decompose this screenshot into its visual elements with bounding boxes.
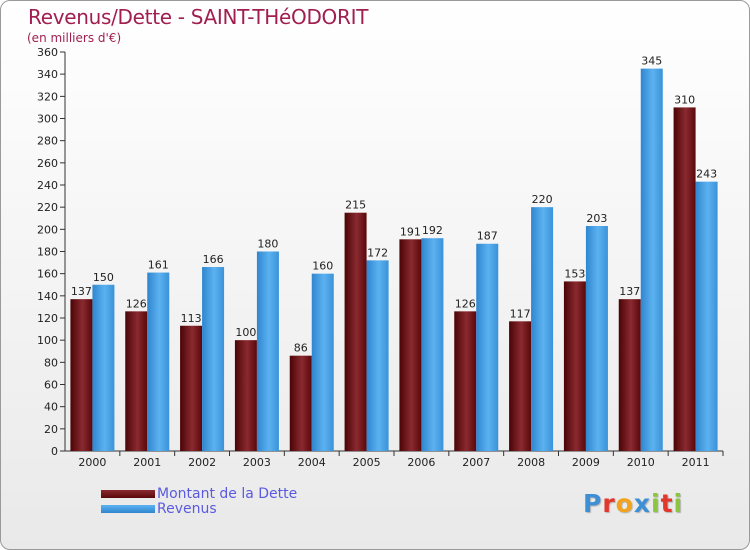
bar-revenus xyxy=(585,226,608,451)
legend-label-dette: Montant de la Dette xyxy=(157,486,298,502)
data-label-revenus: 161 xyxy=(148,259,169,272)
bar-dette xyxy=(673,107,696,452)
y-tick-label: 100 xyxy=(37,334,58,347)
bar-revenus xyxy=(366,260,389,451)
x-tick-label: 2003 xyxy=(243,456,271,469)
bar-revenus xyxy=(640,68,663,451)
bar-revenus xyxy=(421,238,444,451)
data-label-dette: 126 xyxy=(126,297,147,310)
y-tick-label: 180 xyxy=(37,246,58,259)
data-label-revenus: 203 xyxy=(586,212,607,225)
data-label-revenus: 180 xyxy=(257,238,278,251)
bar-dette xyxy=(563,281,586,451)
data-label-revenus: 160 xyxy=(312,260,333,273)
logo-letter: t xyxy=(660,489,674,518)
logo-letter: r xyxy=(602,489,616,518)
x-tick-label: 2010 xyxy=(627,456,655,469)
chart-title: Revenus/Dette - SAINT-THéODORIT xyxy=(28,5,369,29)
data-label-revenus: 166 xyxy=(203,253,224,266)
bar-dette xyxy=(234,340,257,451)
logo-letter: P xyxy=(583,489,603,518)
data-label-dette: 113 xyxy=(181,312,202,325)
y-tick-label: 80 xyxy=(44,356,58,369)
x-tick-label: 2005 xyxy=(353,456,381,469)
y-tick-label: 200 xyxy=(37,223,58,236)
data-label-dette: 86 xyxy=(294,342,308,355)
x-tick-label: 2002 xyxy=(188,456,216,469)
data-label-revenus: 187 xyxy=(477,230,498,243)
bar-revenus xyxy=(256,251,279,451)
data-label-dette: 117 xyxy=(510,307,531,320)
y-tick-label: 240 xyxy=(37,179,58,192)
x-tick-label: 2004 xyxy=(298,456,326,469)
data-label-dette: 137 xyxy=(619,285,640,298)
logo-letter: x xyxy=(633,489,651,518)
data-label-revenus: 345 xyxy=(641,55,662,68)
data-label-dette: 310 xyxy=(674,93,695,106)
bar-dette xyxy=(70,299,93,451)
y-tick-label: 300 xyxy=(37,113,58,126)
data-label-dette: 100 xyxy=(235,326,256,339)
logo-letter: o xyxy=(615,489,634,518)
x-tick-label: 2009 xyxy=(572,456,600,469)
data-label-dette: 191 xyxy=(400,225,421,238)
y-tick-label: 260 xyxy=(37,157,58,170)
logo-letter: i xyxy=(651,489,661,518)
y-tick-label: 340 xyxy=(37,68,58,81)
data-label-dette: 215 xyxy=(345,199,366,212)
data-label-revenus: 172 xyxy=(367,246,388,259)
legend-swatch-dette xyxy=(101,490,155,498)
bar-dette xyxy=(289,355,312,451)
proxiti-logo: Proxiti xyxy=(583,489,683,518)
y-tick-label: 60 xyxy=(44,379,58,392)
y-tick-label: 160 xyxy=(37,268,58,281)
y-tick-label: 280 xyxy=(37,135,58,148)
data-label-revenus: 192 xyxy=(422,224,443,237)
data-label-revenus: 220 xyxy=(532,193,553,206)
y-tick-label: 40 xyxy=(44,401,58,414)
y-tick-label: 360 xyxy=(37,46,58,59)
data-label-dette: 137 xyxy=(71,285,92,298)
y-tick-label: 220 xyxy=(37,201,58,214)
bar-dette xyxy=(399,239,422,451)
bar-dette xyxy=(344,212,367,451)
y-tick-label: 140 xyxy=(37,290,58,303)
y-tick-label: 0 xyxy=(51,445,58,458)
data-label-revenus: 243 xyxy=(696,168,717,181)
y-tick-label: 120 xyxy=(37,312,58,325)
bar-dette xyxy=(509,321,532,451)
y-tick-label: 20 xyxy=(44,423,58,436)
bar-dette xyxy=(454,311,477,451)
bar-dette xyxy=(125,311,148,451)
data-label-dette: 153 xyxy=(564,267,585,280)
logo-letter: i xyxy=(673,489,684,518)
bar-revenus xyxy=(695,181,718,452)
legend-swatch-revenus xyxy=(101,505,155,513)
bar-dette xyxy=(180,325,203,451)
data-label-dette: 126 xyxy=(455,297,476,310)
chart-subtitle: (en milliers d'€) xyxy=(27,31,122,45)
data-label-revenus: 150 xyxy=(93,271,114,284)
legend-label-revenus: Revenus xyxy=(157,501,217,517)
x-tick-label: 2000 xyxy=(78,456,106,469)
bar-revenus xyxy=(147,272,170,451)
bar-revenus xyxy=(476,243,499,451)
x-tick-label: 2011 xyxy=(682,456,710,469)
x-tick-label: 2008 xyxy=(517,456,545,469)
x-tick-label: 2001 xyxy=(133,456,161,469)
bar-revenus xyxy=(531,207,554,451)
bar-revenus xyxy=(92,284,115,451)
bar-revenus xyxy=(202,267,225,451)
x-tick-label: 2006 xyxy=(407,456,435,469)
bar-revenus xyxy=(311,273,334,451)
bar-dette xyxy=(618,299,641,451)
x-tick-label: 2007 xyxy=(462,456,490,469)
y-tick-label: 320 xyxy=(37,90,58,103)
